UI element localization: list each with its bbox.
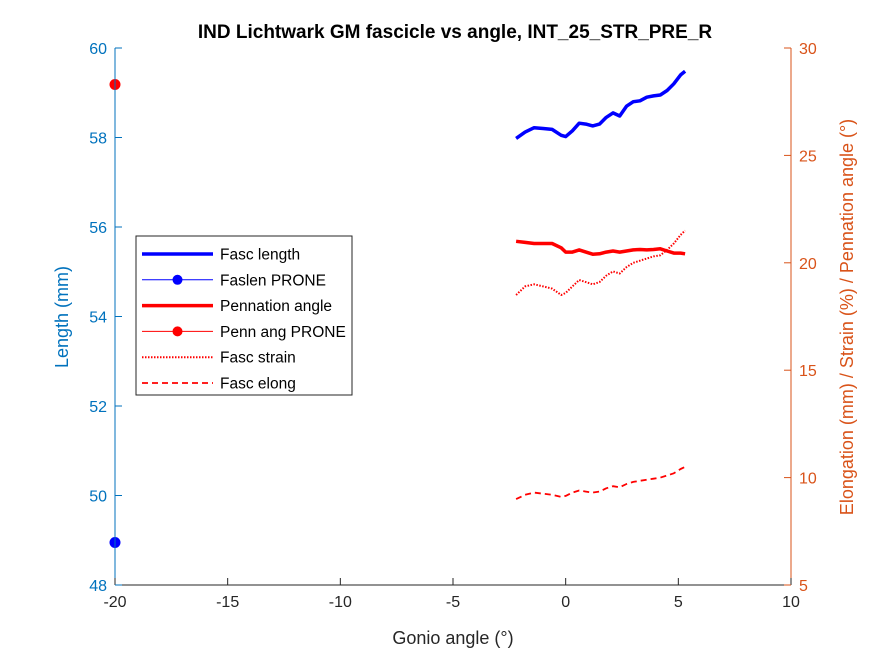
right-y-tick-label: 15 (799, 363, 817, 380)
legend-label-penn-ang-prone: Penn ang PRONE (220, 324, 346, 341)
fasc-strain-line (515, 229, 686, 296)
right-y-tick-label: 5 (799, 578, 808, 595)
pennation-angle-line (515, 239, 686, 256)
left-y-tick-label: 58 (89, 131, 107, 148)
left-y-tick-label: 48 (89, 578, 107, 595)
legend-marker-faslen-prone (172, 274, 183, 285)
x-tick-label: 10 (782, 594, 800, 611)
legend-label-pennation-angle: Pennation angle (220, 298, 332, 315)
fasc-elong-line (515, 466, 686, 500)
chart-title: IND Lichtwark GM fascicle vs angle, INT_… (198, 22, 713, 43)
x-tick-label: 0 (561, 594, 570, 611)
x-axis-label: Gonio angle (°) (392, 628, 513, 648)
right-y-axis-label: Elongation (mm) / Strain (%) / Pennation… (837, 119, 857, 515)
fasc-length-line (515, 69, 687, 140)
legend: Fasc length Faslen PRONE Pennation angle Pe… (135, 235, 353, 396)
legend-label-fasc-length: Fasc length (220, 247, 300, 264)
left-y-tick-label: 50 (89, 489, 107, 506)
legend-label-faslen-prone: Faslen PRONE (220, 272, 326, 289)
x-tick-label: -10 (329, 594, 352, 611)
right-y-tick-label: 25 (799, 148, 817, 165)
legend-label-fasc-strain: Fasc strain (220, 350, 296, 367)
legend-marker-penn-ang-prone (172, 326, 183, 337)
legend-box (135, 235, 353, 396)
x-tick-label: -15 (216, 594, 239, 611)
right-y-tick-label: 10 (799, 471, 817, 488)
legend-label-fasc-elong: Fasc elong (220, 376, 296, 393)
left-y-axis-label: Length (mm) (52, 266, 72, 368)
left-y-tick-label: 60 (89, 41, 107, 58)
right-y-tick-label: 20 (799, 256, 817, 273)
x-tick-label: 5 (674, 594, 683, 611)
left-y-tick-label: 56 (89, 220, 107, 237)
left-y-tick-label: 52 (89, 399, 107, 416)
x-tick-label: -20 (103, 594, 126, 611)
right-y-tick-label: 30 (799, 41, 817, 58)
x-tick-label: -5 (446, 594, 460, 611)
left-y-tick-label: 54 (89, 310, 107, 327)
